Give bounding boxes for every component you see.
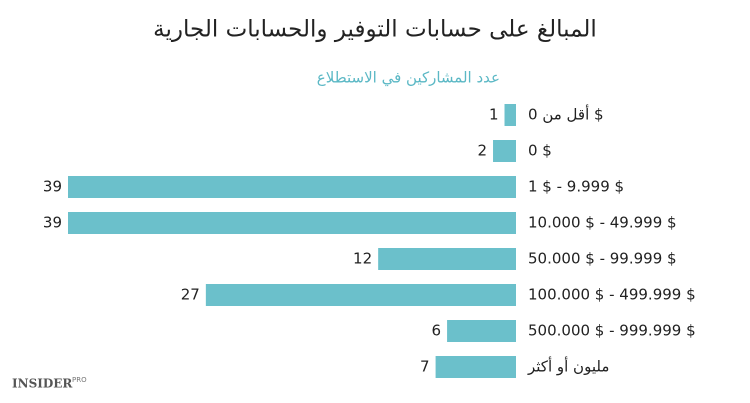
bar (447, 320, 516, 342)
value-label: 7 (420, 358, 430, 376)
category-label: أقل من 0 $ (528, 105, 604, 124)
category-label: 50.000 $ - 99.999 $ (528, 250, 677, 268)
bar (68, 212, 516, 234)
value-label: 39 (43, 214, 62, 232)
bar (378, 248, 516, 270)
value-label: 12 (353, 250, 372, 268)
axis-label: عدد المشاركين في الاستطلاع (317, 69, 500, 88)
logo: INSIDER (12, 377, 73, 391)
category-label: 1 $ - 9.999 $ (528, 178, 624, 196)
value-label: 6 (432, 322, 442, 340)
bar (68, 176, 516, 198)
category-label: 500.000 $ - 999.999 $ (528, 322, 696, 340)
category-label: 10.000 $ - 49.999 $ (528, 214, 677, 232)
bar (493, 140, 516, 162)
value-label: 2 (477, 142, 487, 160)
value-label: 27 (181, 286, 200, 304)
logo-suffix: PRO (72, 376, 87, 384)
chart-title: المبالغ على حسابات التوفير والحسابات الج… (153, 17, 597, 43)
bar (504, 104, 516, 126)
bar (205, 284, 516, 306)
value-label: 39 (43, 178, 62, 196)
category-label: 0 $ (528, 142, 552, 160)
category-label: مليون أو أكثر (527, 357, 609, 376)
category-label: 100.000 $ - 499.999 $ (528, 286, 696, 304)
value-label: 1 (489, 106, 499, 124)
bar (435, 356, 516, 378)
